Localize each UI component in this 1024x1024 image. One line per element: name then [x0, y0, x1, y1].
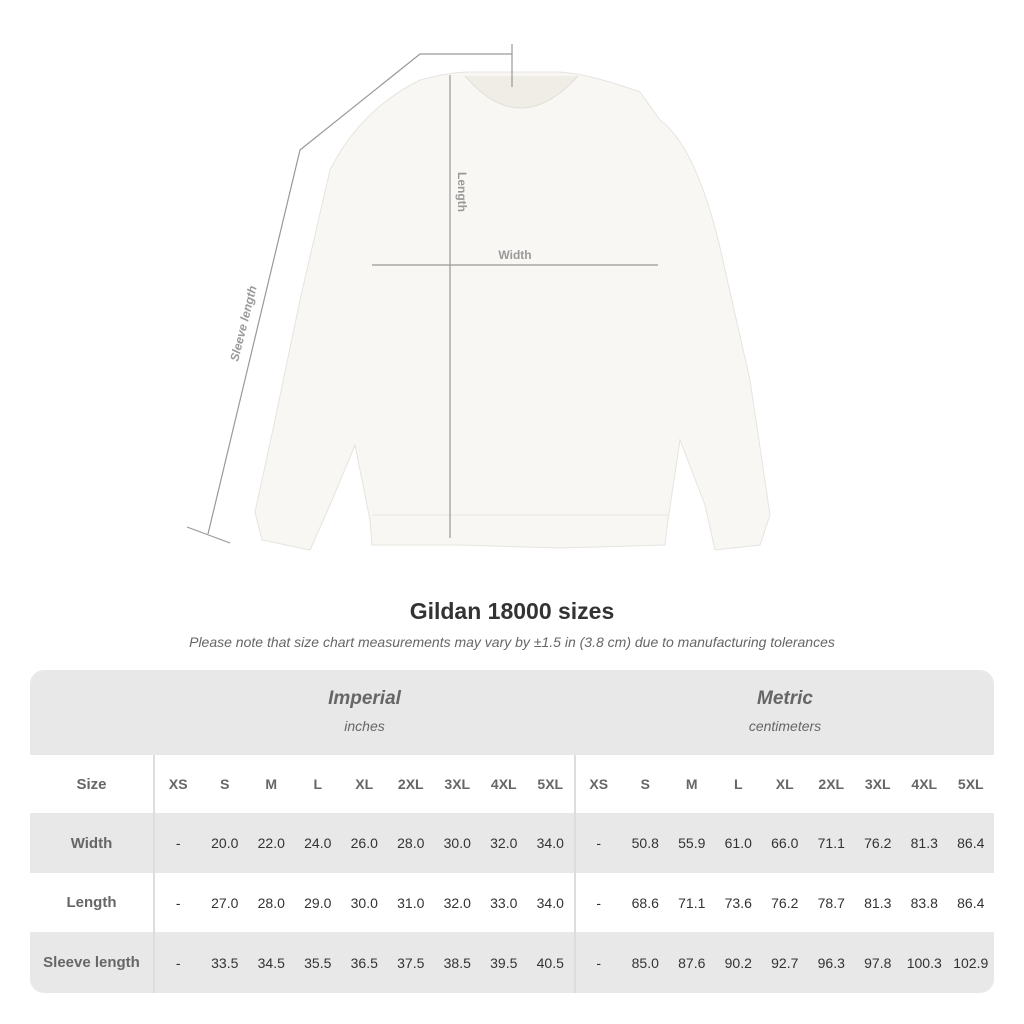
tolerance-note: Please note that size chart measurements… [189, 634, 835, 650]
row-label: Width [30, 813, 155, 873]
imperial-unit: inches [344, 718, 385, 734]
metric-unit: centimeters [748, 718, 822, 734]
sleeve-length-label: Sleeve length [227, 284, 259, 362]
row-label: Length [30, 873, 155, 932]
metric-cell: XL [775, 776, 794, 792]
imperial-cell: XL [355, 776, 374, 792]
sleeve-arrow [207, 53, 512, 535]
imperial-cell: 31.0 [397, 894, 425, 911]
length-label: Length [455, 172, 469, 212]
table-row: Sleeve length - 33.5 34.5 35.5 36.5 37.5 38.5 39… [30, 932, 994, 993]
imperial-cell: S [220, 776, 230, 792]
sweatshirt-diagram: Width Length Sleeve length [186, 44, 771, 551]
imperial-cell: 32.0 [443, 894, 471, 911]
imperial-cell: 20.0 [211, 835, 239, 851]
metric-cell: 71.1 [817, 835, 845, 851]
metric-cell: 87.6 [678, 954, 706, 971]
metric-title: Metric [757, 688, 813, 709]
metric-cell: 5XL [957, 776, 984, 792]
row-label: Size [30, 755, 155, 813]
table-row: Size XS S M L XL 2XL 3XL 4XL 5XL XS S M L XL 2XL 3XL 4XL 5… [30, 755, 994, 813]
width-label: Width [498, 248, 531, 262]
metric-cell: - [573, 813, 623, 873]
row-label: Sleeve length [30, 932, 155, 993]
metric-cell: 76.2 [864, 835, 892, 851]
metric-cell: 86.4 [957, 835, 985, 851]
metric-cell: 81.3 [864, 894, 892, 911]
imperial-cell: 36.5 [350, 954, 378, 971]
imperial-cell: - [175, 894, 181, 911]
metric-cell: 71.1 [678, 894, 706, 911]
imperial-cell: L [313, 776, 323, 792]
imperial-cell: 28.0 [397, 835, 425, 851]
imperial-cell: 24.0 [304, 835, 332, 851]
imperial-cell: 28.0 [257, 894, 285, 911]
imperial-cell: 27.0 [211, 894, 239, 911]
metric-cell: 83.8 [910, 894, 938, 911]
imperial-cell: 30.0 [443, 835, 471, 851]
page-title: Gildan 18000 sizes [409, 598, 615, 624]
metric-header: Metric centimeters [576, 670, 994, 755]
metric-cell: 100.3 [906, 954, 942, 971]
imperial-cell: 33.5 [211, 954, 239, 971]
imperial-cell: 5XL [537, 776, 564, 792]
metric-cell: M [685, 776, 698, 792]
imperial-cell: 37.5 [397, 954, 425, 971]
imperial-cell: 34.0 [536, 894, 564, 911]
metric-cell: - [573, 932, 623, 993]
imperial-header: Imperial inches [153, 670, 576, 755]
imperial-cell: 3XL [444, 776, 471, 792]
table-row: Width -20.0 22.0 24.0 26.0 28.0 30.0 32.0 34.0-5… [30, 813, 994, 873]
metric-cell: 76.2 [771, 894, 799, 911]
metric-cell: 3XL [864, 776, 891, 792]
metric-cell: L [733, 776, 743, 792]
imperial-cell: 26.0 [350, 835, 378, 851]
imperial-cell: M [265, 776, 278, 792]
metric-cell: 86.4 [957, 894, 985, 911]
table-row: Length -27.0 28.0 29.0 30.0 31.0 32.0 33.0 34.0-… [30, 873, 994, 932]
imperial-cell: 32.0 [490, 835, 518, 851]
sweatshirt-image [254, 71, 771, 551]
imperial-title: Imperial [328, 688, 401, 709]
imperial-cell: 34.0 [536, 835, 564, 851]
metric-cell: 85.0 [631, 954, 659, 971]
metric-cell: - [573, 873, 623, 932]
metric-cell: S [640, 776, 650, 792]
imperial-cell: 33.0 [490, 894, 518, 911]
imperial-cell: 35.5 [304, 954, 332, 971]
imperial-cell: 34.5 [257, 954, 285, 971]
imperial-cell: 29.0 [304, 894, 332, 911]
metric-cell: 102.9 [953, 954, 989, 971]
imperial-cell: 30.0 [350, 894, 378, 911]
metric-cell: 68.6 [631, 894, 659, 911]
imperial-cell: 4XL [490, 776, 517, 792]
metric-cell: 73.6 [724, 894, 752, 911]
metric-cell: 90.2 [724, 954, 752, 971]
metric-cell: 4XL [911, 776, 938, 792]
metric-cell: 61.0 [724, 835, 752, 851]
metric-cell: 55.9 [678, 835, 706, 851]
metric-cell: 2XL [818, 776, 845, 792]
imperial-cell: - [175, 835, 181, 851]
metric-cell: 97.8 [864, 954, 892, 971]
imperial-cell: 38.5 [443, 954, 471, 971]
metric-cell: 50.8 [631, 835, 659, 851]
metric-cell: 66.0 [771, 835, 799, 851]
metric-cell: 81.3 [910, 835, 938, 851]
imperial-cell: 22.0 [257, 835, 285, 851]
metric-cell: 92.7 [771, 954, 799, 971]
imperial-cell: XS [168, 776, 188, 792]
size-table: Imperial inches Metric centimeters Size X… [30, 670, 994, 993]
metric-cell: 96.3 [817, 954, 845, 971]
imperial-cell: 40.5 [536, 954, 564, 971]
imperial-cell: - [175, 954, 181, 971]
imperial-cell: 2XL [397, 776, 424, 792]
metric-cell: XS [573, 755, 623, 813]
imperial-cell: 39.5 [490, 954, 518, 971]
metric-cell: 78.7 [817, 894, 845, 911]
